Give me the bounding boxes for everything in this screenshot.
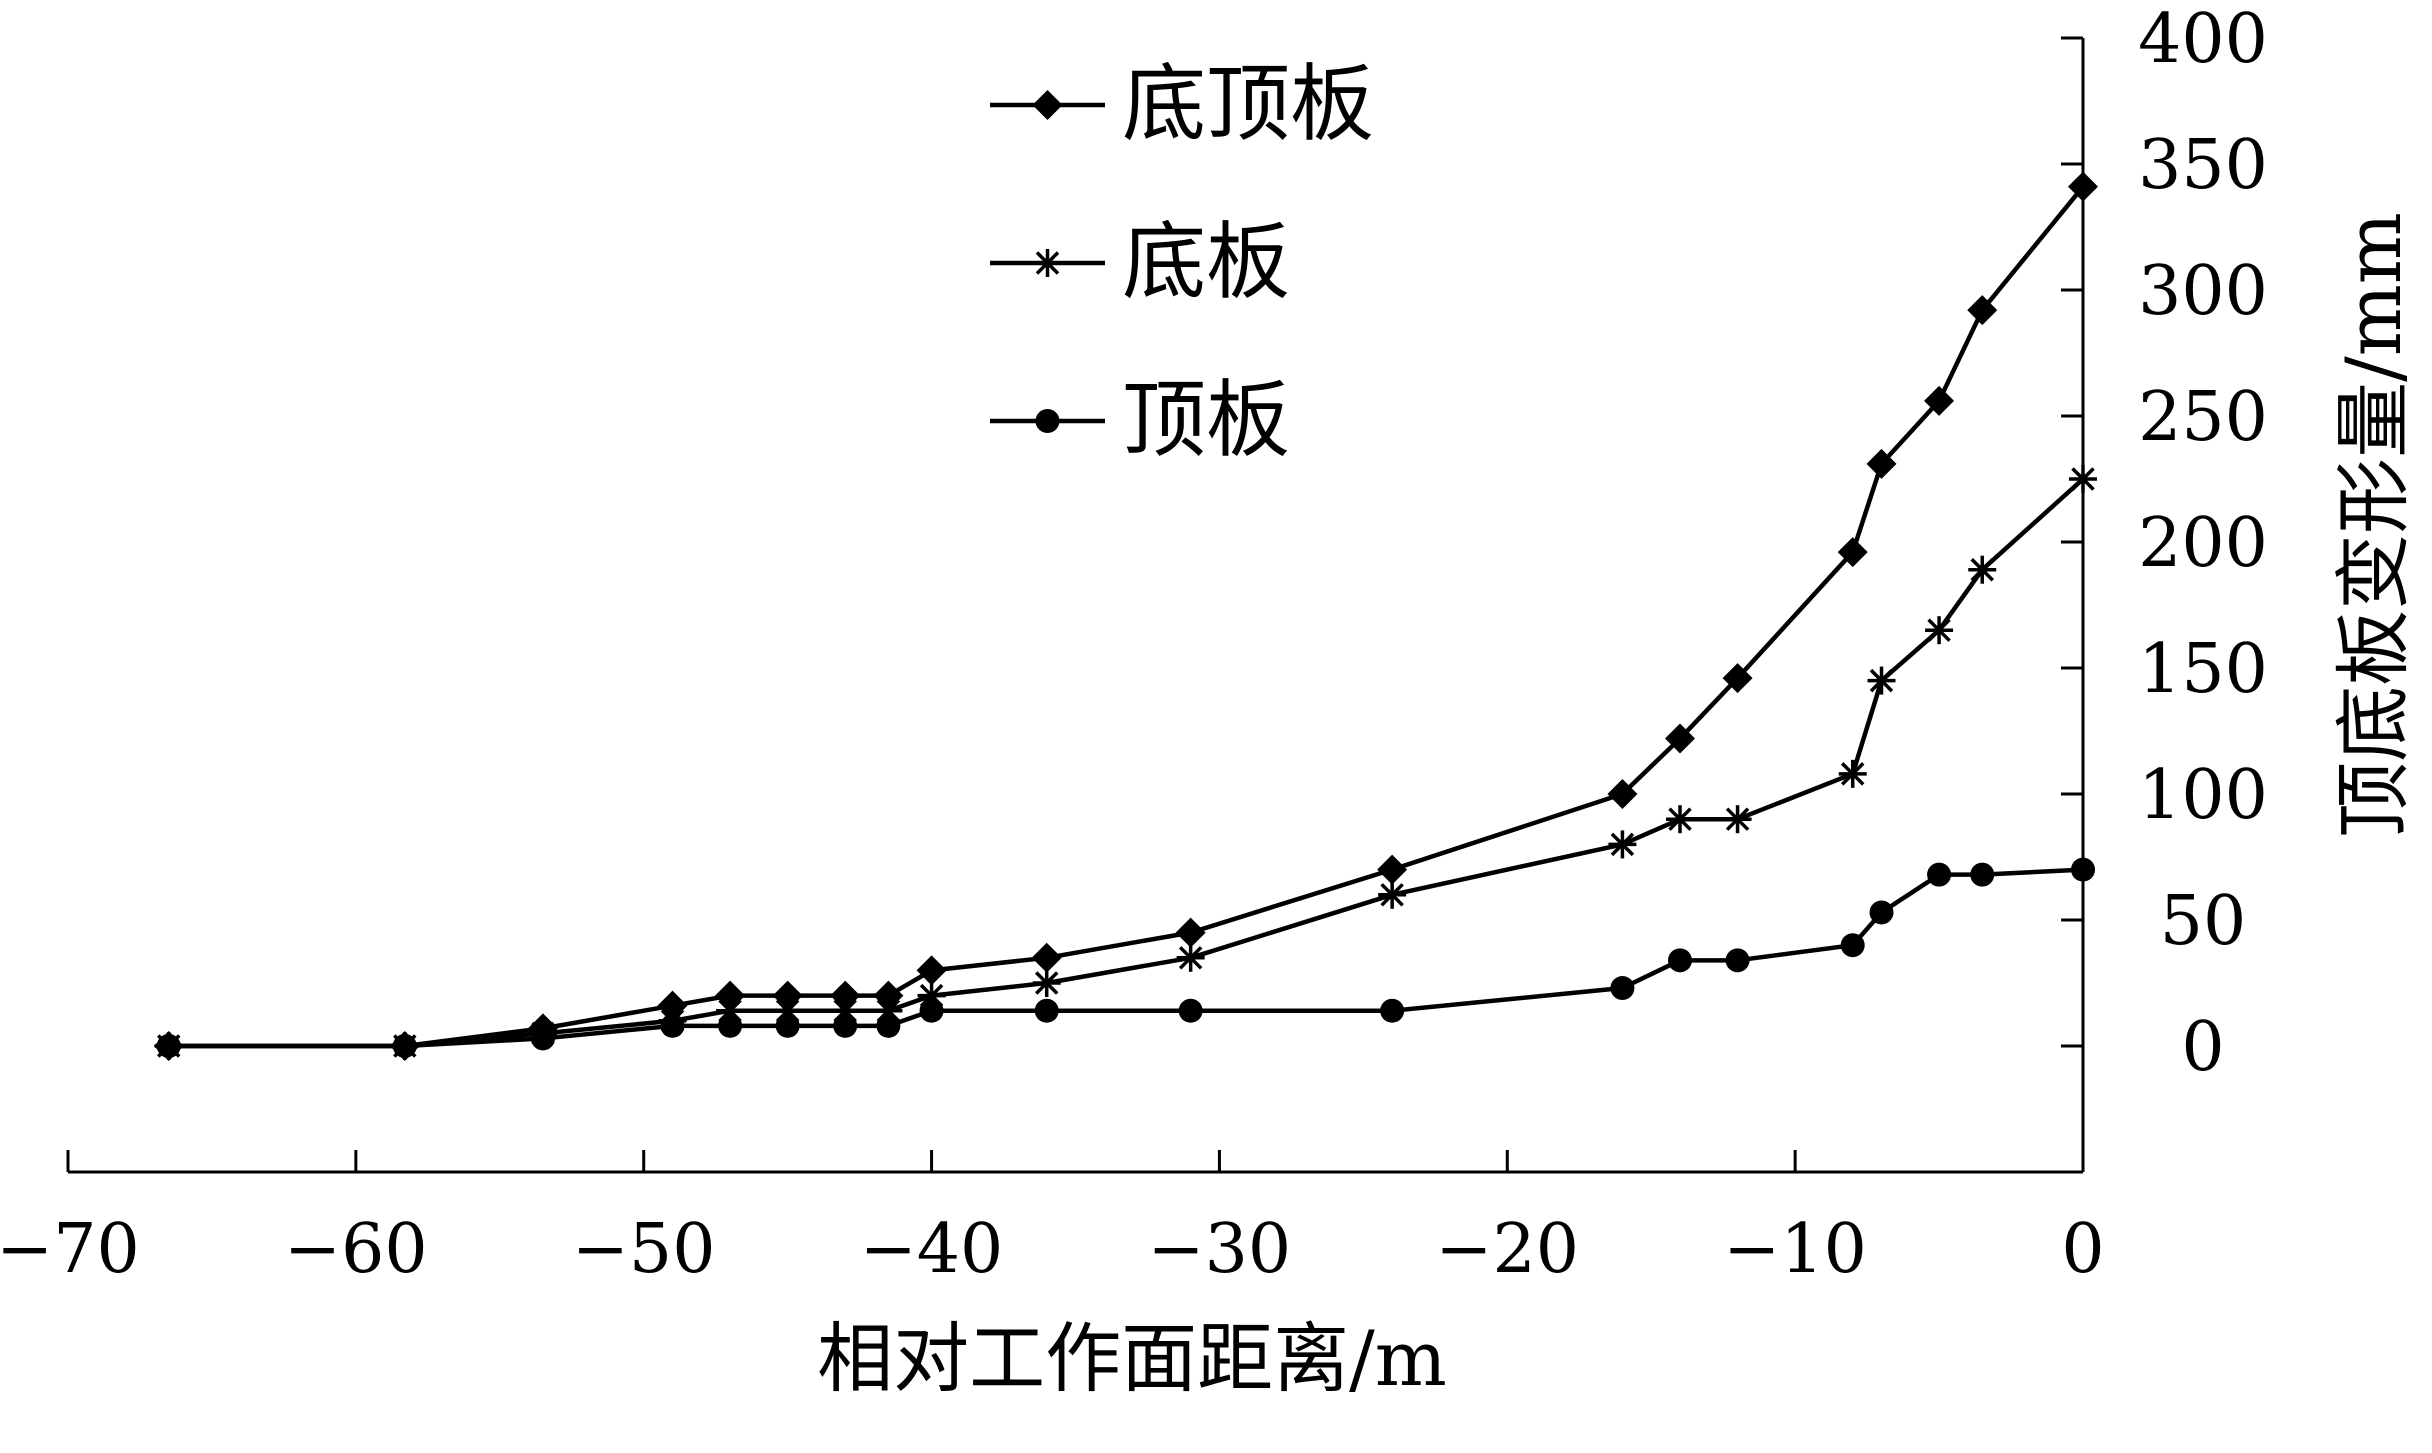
data-point: [1722, 663, 1753, 694]
series-line: [168, 867, 2084, 1049]
series-line: [168, 477, 2085, 1049]
series-2: [154, 465, 2097, 1060]
y-tick-label: 0: [2181, 1008, 2224, 1087]
data-point: [916, 955, 947, 986]
y-tick-label: 200: [2138, 504, 2268, 583]
data-point: [775, 1013, 800, 1038]
data-point: [1867, 666, 1896, 695]
y-axis-title: 顶底板变形量/mm: [2329, 212, 2418, 838]
y-tick-label: 400: [2138, 0, 2268, 79]
data-point: [1610, 976, 1635, 1001]
x-tick-label: −20: [1436, 1210, 1580, 1289]
data-point: [1668, 948, 1692, 973]
data-point: [1725, 948, 1750, 973]
data-point: [1032, 969, 1061, 997]
data-point: [1176, 943, 1205, 972]
data-point: [919, 998, 944, 1023]
series-layer: [153, 171, 2098, 1061]
data-point: [156, 1034, 181, 1058]
data-point: [1032, 90, 1063, 120]
series-line: [168, 185, 2085, 1049]
data-point: [1924, 385, 1955, 416]
legend-label: 顶板: [1122, 371, 1290, 469]
data-point: [1034, 998, 1059, 1023]
data-point: [1927, 862, 1952, 887]
legend-item: 底板: [990, 213, 1290, 311]
data-point: [876, 1013, 901, 1038]
x-tick-label: −50: [572, 1210, 716, 1289]
y-tick-label: 50: [2160, 882, 2247, 961]
series-3: [156, 857, 2095, 1058]
data-point: [718, 1013, 743, 1038]
data-point: [1838, 759, 1867, 788]
data-point: [1377, 854, 1408, 885]
data-point: [1970, 862, 1995, 887]
data-point: [1175, 917, 1206, 948]
data-point: [2069, 465, 2097, 493]
data-point: [530, 1026, 555, 1051]
data-point: [1723, 805, 1752, 834]
data-point: [1869, 900, 1894, 925]
data-point: [1666, 805, 1694, 834]
data-point: [1840, 933, 1865, 958]
x-axis-title: 相对工作面距离/m: [817, 1314, 1447, 1403]
data-point: [2071, 857, 2095, 882]
y-tick-label: 300: [2138, 252, 2268, 331]
data-point: [833, 1013, 858, 1038]
y-tick-label: 150: [2138, 630, 2268, 709]
x-tick-label: −30: [1148, 1210, 1292, 1289]
x-tick-label: −60: [284, 1210, 428, 1289]
x-tick-label: −70: [0, 1210, 140, 1289]
legend-label: 底板: [1122, 213, 1290, 311]
data-point: [1033, 249, 1062, 277]
y-tick-label: 250: [2138, 378, 2268, 457]
x-tick-label: −10: [1723, 1210, 1867, 1289]
data-point: [2068, 171, 2098, 202]
data-point: [1378, 880, 1407, 909]
data-point: [1968, 555, 1997, 584]
legend-label: 底顶板: [1122, 55, 1374, 153]
data-point: [1967, 295, 1998, 326]
x-tick-label: −40: [860, 1210, 1004, 1289]
legend-item: 底顶板: [990, 55, 1374, 153]
data-point: [1178, 998, 1203, 1023]
x-tick-label: 0: [2061, 1210, 2104, 1289]
data-point: [1035, 409, 1060, 433]
y-tick-label: 100: [2138, 756, 2268, 835]
legend-item: 顶板: [990, 371, 1290, 469]
data-point: [1380, 998, 1405, 1023]
data-point: [1925, 616, 1954, 645]
data-point: [392, 1034, 417, 1058]
axes-layer: −70 −60 −50 −40 −30 −20 −10 0 0 50 100 150 200 250 300…: [0, 0, 2268, 1289]
data-point: [1031, 942, 1062, 973]
data-point: [1665, 723, 1695, 754]
y-tick-label: 350: [2138, 126, 2268, 205]
data-point: [1607, 779, 1638, 809]
data-point: [1608, 830, 1637, 859]
data-point: [660, 1013, 685, 1038]
data-point: [1866, 448, 1897, 479]
data-point: [1837, 537, 1868, 568]
